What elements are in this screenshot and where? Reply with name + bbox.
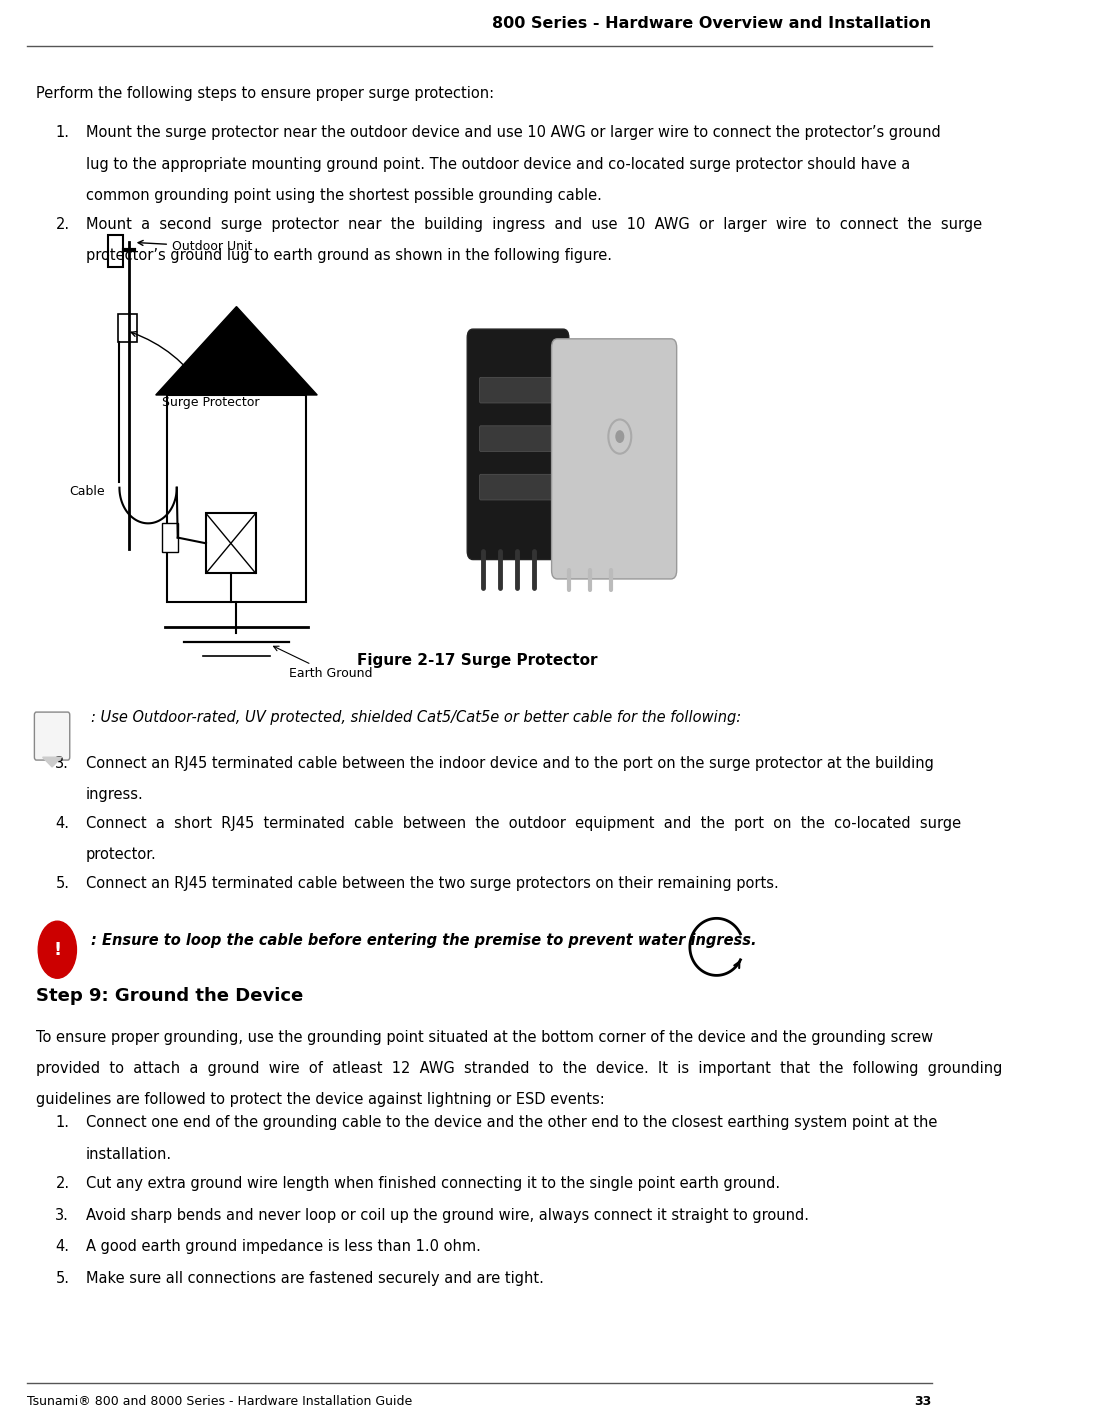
Text: Outdoor Unit: Outdoor Unit [138, 240, 252, 254]
Text: provided  to  attach  a  ground  wire  of  atleast  12  AWG  stranded  to  the  : provided to attach a ground wire of atle… [36, 1061, 1003, 1077]
Text: Connect  a  short  RJ45  terminated  cable  between  the  outdoor  equipment  an: Connect a short RJ45 terminated cable be… [86, 816, 961, 831]
Text: Step 9: Ground the Device: Step 9: Ground the Device [36, 987, 304, 1005]
Text: guidelines are followed to protect the device against lightning or ESD events:: guidelines are followed to protect the d… [36, 1092, 606, 1108]
Text: Mount  a  second  surge  protector  near  the  building  ingress  and  use  10  : Mount a second surge protector near the … [86, 217, 982, 232]
Text: 1.: 1. [55, 1115, 69, 1131]
Text: 3.: 3. [55, 1208, 69, 1224]
Polygon shape [43, 757, 62, 767]
Bar [163, 523, 177, 552]
Bar [118, 314, 137, 342]
FancyBboxPatch shape [34, 712, 69, 760]
Text: Earth Ground: Earth Ground [273, 646, 372, 680]
Text: Cut any extra ground wire length when finished connecting it to the single point: Cut any extra ground wire length when fi… [86, 1176, 781, 1192]
Text: Connect one end of the grounding cable to the device and the other end to the cl: Connect one end of the grounding cable t… [86, 1115, 937, 1131]
Text: : Ensure to loop the cable before entering the premise to prevent water ingress.: : Ensure to loop the cable before enteri… [90, 933, 756, 948]
Text: Cable: Cable [68, 485, 105, 498]
Text: lug to the appropriate mounting ground point. The outdoor device and co-located : lug to the appropriate mounting ground p… [86, 157, 911, 173]
Text: 1.: 1. [55, 125, 69, 141]
Text: 4.: 4. [55, 816, 69, 831]
Text: Tsunami® 800 and 8000 Series - Hardware Installation Guide: Tsunami® 800 and 8000 Series - Hardware … [26, 1395, 412, 1407]
Text: 4.: 4. [55, 1239, 69, 1255]
Text: Connect an RJ45 terminated cable between the two surge protectors on their remai: Connect an RJ45 terminated cable between… [86, 876, 778, 891]
Text: Make sure all connections are fastened securely and are tight.: Make sure all connections are fastened s… [86, 1271, 544, 1286]
Text: 5.: 5. [55, 876, 69, 891]
Text: 5.: 5. [55, 1271, 69, 1286]
Text: protector.: protector. [86, 847, 156, 863]
Text: To ensure proper grounding, use the grounding point situated at the bottom corne: To ensure proper grounding, use the grou… [36, 1030, 934, 1045]
Polygon shape [155, 307, 317, 395]
Text: Surge Protector: Surge Protector [131, 332, 260, 409]
FancyBboxPatch shape [467, 329, 569, 559]
Text: Connect an RJ45 terminated cable between the indoor device and to the port on th: Connect an RJ45 terminated cable between… [86, 756, 934, 771]
Text: Avoid sharp bends and never loop or coil up the ground wire, always connect it s: Avoid sharp bends and never loop or coil… [86, 1208, 809, 1224]
Circle shape [615, 431, 623, 442]
Bar [206, 513, 255, 573]
Text: common grounding point using the shortest possible grounding cable.: common grounding point using the shortes… [86, 188, 602, 204]
Text: ingress.: ingress. [86, 787, 144, 803]
Text: 2.: 2. [55, 217, 69, 232]
Text: Perform the following steps to ensure proper surge protection:: Perform the following steps to ensure pr… [36, 86, 494, 101]
FancyBboxPatch shape [480, 475, 556, 501]
Text: 33: 33 [914, 1395, 931, 1407]
Text: A good earth ground impedance is less than 1.0 ohm.: A good earth ground impedance is less th… [86, 1239, 481, 1255]
Text: Mount the surge protector near the outdoor device and use 10 AWG or larger wire : Mount the surge protector near the outdo… [86, 125, 940, 141]
FancyBboxPatch shape [552, 339, 677, 579]
Text: : Use Outdoor-rated, UV protected, shielded Cat5/Cat5e or better cable for the f: : Use Outdoor-rated, UV protected, shiel… [90, 710, 741, 726]
Text: installation.: installation. [86, 1147, 172, 1162]
Text: 800 Series - Hardware Overview and Installation: 800 Series - Hardware Overview and Insta… [492, 16, 931, 31]
Circle shape [39, 921, 76, 978]
Text: !: ! [53, 941, 62, 958]
Bar [167, 395, 306, 602]
Text: 3.: 3. [55, 756, 69, 771]
Text: protector’s ground lug to earth ground as shown in the following figure.: protector’s ground lug to earth ground a… [86, 248, 612, 264]
Text: Figure 2-17 Surge Protector: Figure 2-17 Surge Protector [358, 653, 598, 669]
FancyBboxPatch shape [480, 426, 556, 452]
Text: 2.: 2. [55, 1176, 69, 1192]
Bar [108, 235, 123, 267]
FancyBboxPatch shape [480, 378, 556, 404]
